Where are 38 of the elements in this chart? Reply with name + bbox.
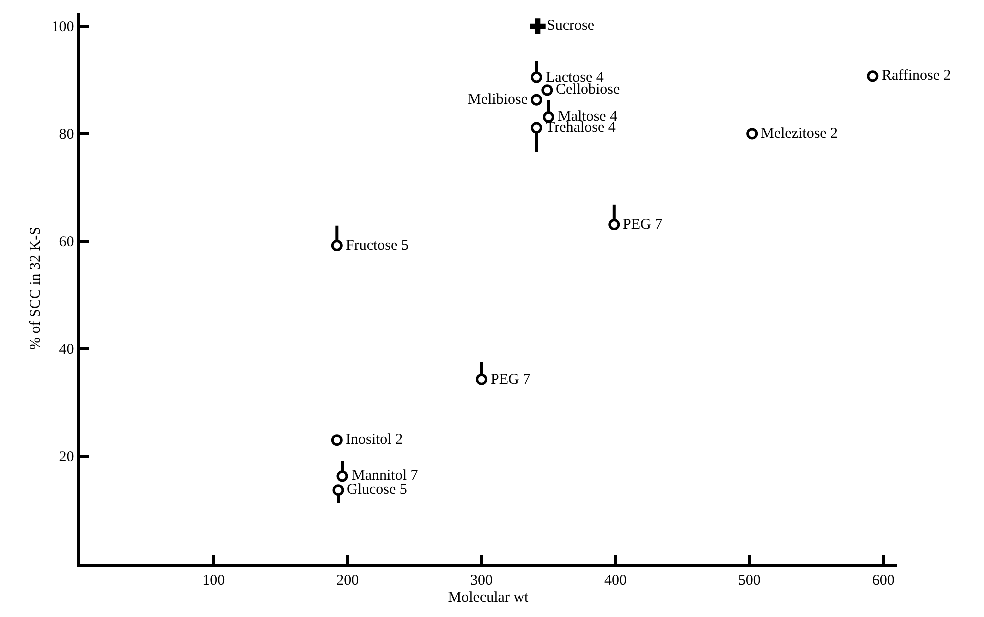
- x-tick-label: 500: [738, 572, 761, 589]
- point: [331, 240, 343, 252]
- point: [530, 72, 542, 84]
- x-tick-label: 100: [202, 572, 226, 589]
- annotation: Cellobiose: [556, 82, 620, 98]
- y-tick-label: 100: [52, 20, 74, 36]
- point: [608, 219, 620, 231]
- y-axis-title: % of SCC in 32 K-S: [28, 227, 44, 350]
- annotation: PEG 7: [623, 217, 664, 233]
- annotation: Trehalose 4: [546, 120, 616, 136]
- annotation: Melezitose 2: [761, 126, 838, 142]
- point: [336, 470, 348, 482]
- y-tick-label: 60: [59, 234, 74, 251]
- y-tick-label: 20: [59, 450, 74, 466]
- point: [530, 94, 542, 106]
- annotation: Raffinose 2: [882, 68, 952, 84]
- annotation: Melibiose: [468, 92, 528, 108]
- point: [476, 374, 488, 386]
- annotation: Mannitol 7: [352, 468, 419, 484]
- x-axis-title: Molecular wt: [448, 590, 530, 606]
- annotation: PEG 7: [491, 372, 532, 388]
- x-tick-label: 600: [872, 572, 895, 589]
- annotation: Fructose 5: [346, 238, 409, 254]
- y-tick-label: 80: [59, 127, 74, 144]
- point: [331, 434, 343, 446]
- annotation: Sucrose: [547, 18, 595, 34]
- point: [542, 84, 554, 96]
- point: [530, 18, 546, 34]
- x-tick-label: 200: [336, 572, 360, 589]
- point: [332, 484, 344, 496]
- x-tick-label: 400: [604, 572, 627, 589]
- x-tick-label: 300: [470, 572, 494, 589]
- annotation: Inositol 2: [346, 432, 404, 448]
- point: [530, 122, 542, 134]
- y-tick-label: 40: [59, 342, 74, 358]
- point: [867, 70, 879, 82]
- point: [746, 128, 758, 140]
- annotation: Glucose 5: [347, 482, 408, 498]
